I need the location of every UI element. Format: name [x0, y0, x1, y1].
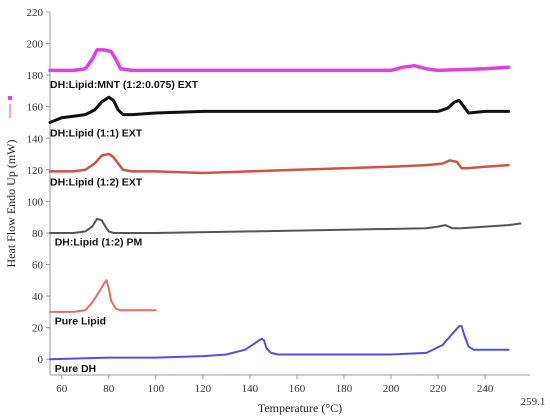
y-tick-label: 60 — [32, 260, 44, 272]
series-label: Pure Lipid — [55, 315, 106, 327]
series-line — [48, 48, 511, 73]
x-tick-label: 180 — [336, 383, 353, 395]
series-line — [48, 95, 511, 124]
y-title-marker-swatch — [8, 96, 12, 100]
x-tick-label: 200 — [383, 383, 400, 395]
series-label: DH:Lipid:MNT (1:2:0.075) EXT — [50, 79, 199, 91]
series-line — [49, 217, 522, 234]
y-tick-label: 160 — [27, 102, 44, 114]
series-label: Pure DH — [55, 363, 96, 375]
x-axis-end-label: 259.1 — [521, 396, 546, 408]
x-tick-label: 240 — [477, 383, 494, 395]
x-tick-label: 160 — [289, 383, 306, 395]
y-tick-label: 220 — [27, 7, 44, 19]
x-tick-label: 220 — [430, 383, 447, 395]
x-tick-label: 120 — [195, 383, 212, 395]
series — [48, 48, 522, 361]
x-tick-label: 140 — [242, 383, 259, 395]
series-labels: DH:Lipid:MNT (1:2:0.075) EXT DH:Lipid (1:… — [50, 79, 199, 375]
y-tick-label: 180 — [27, 70, 44, 82]
x-axis-title: Temperature (°C) — [258, 401, 342, 415]
y-tick-label: 80 — [32, 228, 44, 240]
series-label: DH:Lipid (1:2) PM — [55, 237, 143, 249]
y-tick-label: 40 — [32, 291, 44, 303]
ticks: 0 20 40 60 80 100 120 140 160 180 200 220 60 80 100 120… — [27, 7, 546, 408]
y-tick-label: 0 — [38, 354, 44, 366]
y-tick-label: 140 — [27, 133, 44, 145]
y-axis-title-marker — [8, 96, 12, 118]
series-label: DH:Lipid (1:1) EXT — [50, 128, 143, 140]
series-line — [49, 325, 510, 361]
y-tick-label: 100 — [27, 196, 44, 208]
y-tick-label: 120 — [27, 165, 44, 177]
series-line — [49, 279, 157, 313]
y-axis-title: Heat Flow Endo Up (mW) — [4, 140, 18, 268]
x-tick-label: 60 — [56, 383, 68, 395]
x-tick-label: 80 — [103, 383, 115, 395]
series-label: DH:Lipid (1:2) EXT — [50, 177, 143, 189]
y-tick-label: 200 — [27, 39, 44, 51]
axes — [49, 12, 530, 376]
series-line — [48, 152, 510, 175]
y-tick-label: 20 — [32, 323, 44, 335]
x-tick-label: 100 — [148, 383, 165, 395]
